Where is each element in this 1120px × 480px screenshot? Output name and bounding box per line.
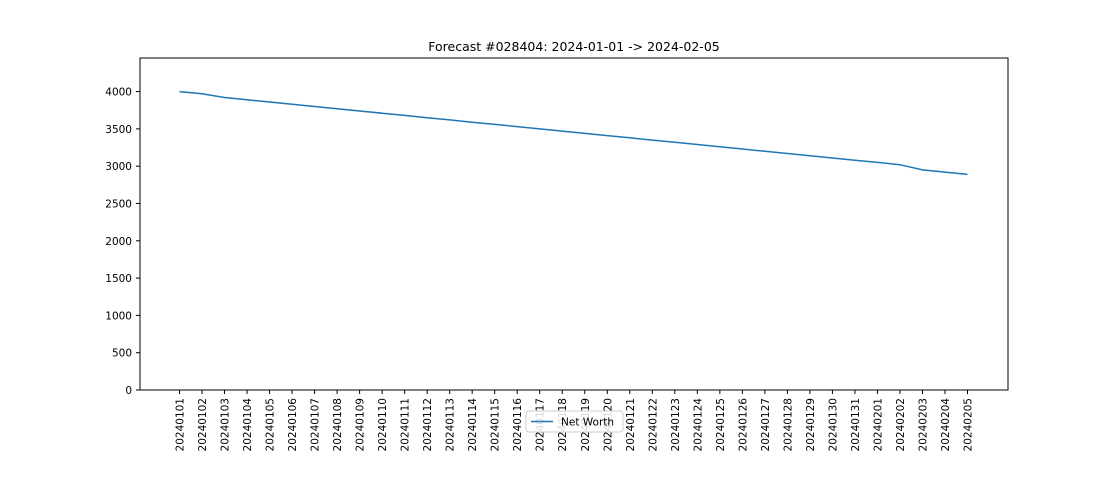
x-tick-label: 20240121 bbox=[625, 398, 637, 451]
x-tick-label: 20240130 bbox=[827, 398, 839, 451]
x-tick-label: 20240205 bbox=[963, 398, 975, 451]
y-axis: 0 500 1000 1500 2000 2500 3000 3500 4000 bbox=[105, 87, 140, 397]
x-tick-label: 20240114 bbox=[467, 398, 479, 452]
x-tick-label: 20240108 bbox=[332, 398, 344, 451]
plot-area bbox=[139, 57, 1009, 391]
series-group bbox=[179, 90, 968, 176]
x-tick-label: 20240122 bbox=[647, 398, 659, 451]
x-tick-label: 20240128 bbox=[782, 398, 794, 451]
series-line bbox=[179, 90, 968, 176]
y-tick-label: 3000 bbox=[105, 161, 132, 173]
x-tick-label: 20240105 bbox=[265, 398, 277, 451]
y-tick-label: 2000 bbox=[105, 236, 132, 248]
chart-title: Forecast #028404: 2024-01-01 -> 2024-02-… bbox=[428, 39, 719, 54]
x-tick-label: 20240123 bbox=[670, 398, 682, 451]
x-tick-label: 20240204 bbox=[940, 398, 952, 452]
x-tick-label: 20240131 bbox=[850, 398, 862, 451]
x-tick-label: 20240110 bbox=[377, 398, 389, 451]
x-tick-label: 20240115 bbox=[490, 398, 502, 451]
x-tick-label: 20240202 bbox=[895, 398, 907, 451]
x-tick-label: 20240112 bbox=[422, 398, 434, 451]
x-tick-label: 20240201 bbox=[872, 398, 884, 451]
x-tick-label: 20240111 bbox=[400, 398, 412, 451]
y-tick-label: 1500 bbox=[105, 273, 132, 285]
x-tick-label: 20240107 bbox=[310, 398, 322, 451]
y-tick-label: 4000 bbox=[105, 87, 132, 99]
x-tick-label: 20240126 bbox=[737, 398, 749, 452]
legend-box bbox=[525, 410, 624, 433]
x-tick-label: 20240203 bbox=[917, 398, 929, 451]
x-tick-label: 20240102 bbox=[197, 398, 209, 451]
x-tick-label: 20240125 bbox=[715, 398, 727, 451]
x-tick-label: 20240129 bbox=[805, 398, 817, 451]
x-tick-label: 20240109 bbox=[355, 398, 367, 451]
x-tick-label: 20240103 bbox=[220, 398, 232, 451]
x-tick-label: 20240106 bbox=[287, 398, 299, 452]
y-tick-label: 2500 bbox=[105, 198, 132, 210]
y-tick-label: 1000 bbox=[105, 310, 132, 322]
x-tick-label: 20240113 bbox=[445, 398, 457, 451]
x-tick-label: 20240116 bbox=[512, 398, 524, 452]
x-tick-label: 20240101 bbox=[175, 398, 187, 451]
legend-label: Net Worth bbox=[561, 417, 614, 429]
y-tick-label: 500 bbox=[112, 348, 132, 360]
y-tick-label: 0 bbox=[125, 385, 132, 397]
y-tick-label: 3500 bbox=[105, 124, 132, 136]
x-tick-label: 20240124 bbox=[692, 398, 704, 452]
legend: Net Worth bbox=[525, 410, 624, 433]
x-tick-label: 20240127 bbox=[760, 398, 772, 451]
x-axis: 20240101 20240102 20240103 20240104 20240105… bbox=[175, 390, 975, 451]
x-tick-label: 20240104 bbox=[242, 398, 254, 452]
